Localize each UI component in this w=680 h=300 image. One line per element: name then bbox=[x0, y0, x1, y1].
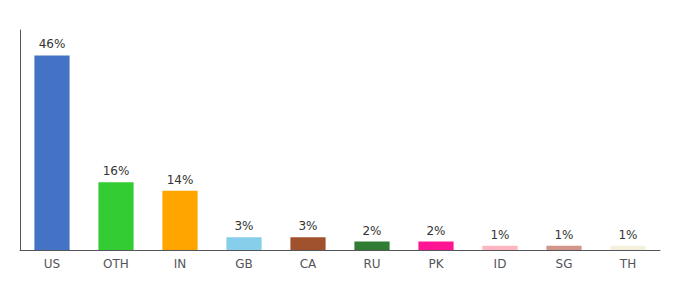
svg-text:46%: 46% bbox=[39, 37, 66, 51]
svg-text:2%: 2% bbox=[426, 224, 445, 238]
svg-text:14%: 14% bbox=[167, 173, 194, 187]
svg-text:PK: PK bbox=[428, 257, 444, 271]
svg-text:16%: 16% bbox=[103, 164, 130, 178]
svg-text:CA: CA bbox=[300, 257, 317, 271]
svg-text:1%: 1% bbox=[490, 228, 509, 242]
svg-text:IN: IN bbox=[174, 257, 187, 271]
svg-text:SG: SG bbox=[556, 257, 573, 271]
svg-text:1%: 1% bbox=[554, 228, 573, 242]
svg-text:OTH: OTH bbox=[103, 257, 129, 271]
svg-text:US: US bbox=[44, 257, 60, 271]
svg-text:RU: RU bbox=[363, 257, 380, 271]
svg-text:3%: 3% bbox=[298, 219, 317, 233]
svg-text:ID: ID bbox=[494, 257, 507, 271]
svg-text:2%: 2% bbox=[362, 224, 381, 238]
svg-text:TH: TH bbox=[619, 257, 636, 271]
svg-text:1%: 1% bbox=[618, 228, 637, 242]
svg-text:GB: GB bbox=[235, 257, 253, 271]
svg-text:3%: 3% bbox=[234, 219, 253, 233]
